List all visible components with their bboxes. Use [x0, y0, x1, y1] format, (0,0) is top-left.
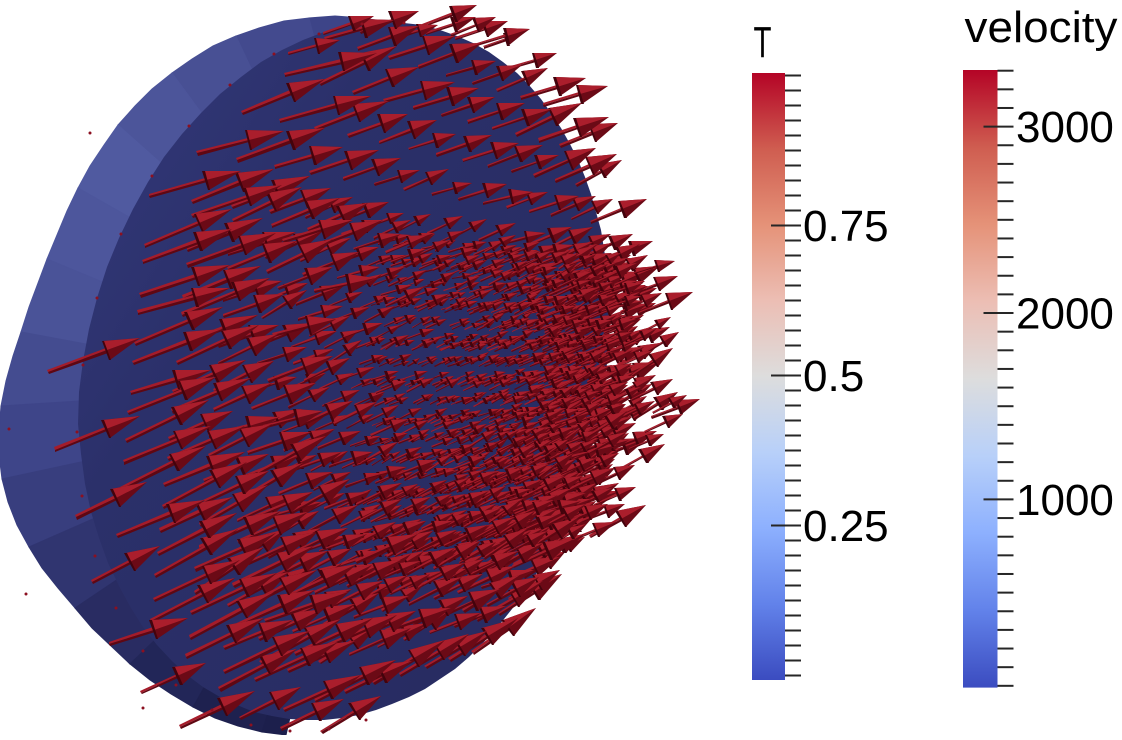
svg-text:1000: 1000: [1016, 476, 1114, 525]
svg-text:0.25: 0.25: [803, 502, 889, 551]
svg-text:0.5: 0.5: [803, 352, 864, 401]
svg-text:0.75: 0.75: [803, 202, 889, 251]
svg-text:velocity: velocity: [965, 3, 1118, 52]
svg-text:T: T: [754, 18, 772, 67]
svg-text:3000: 3000: [1016, 103, 1114, 152]
svg-text:2000: 2000: [1016, 290, 1114, 339]
